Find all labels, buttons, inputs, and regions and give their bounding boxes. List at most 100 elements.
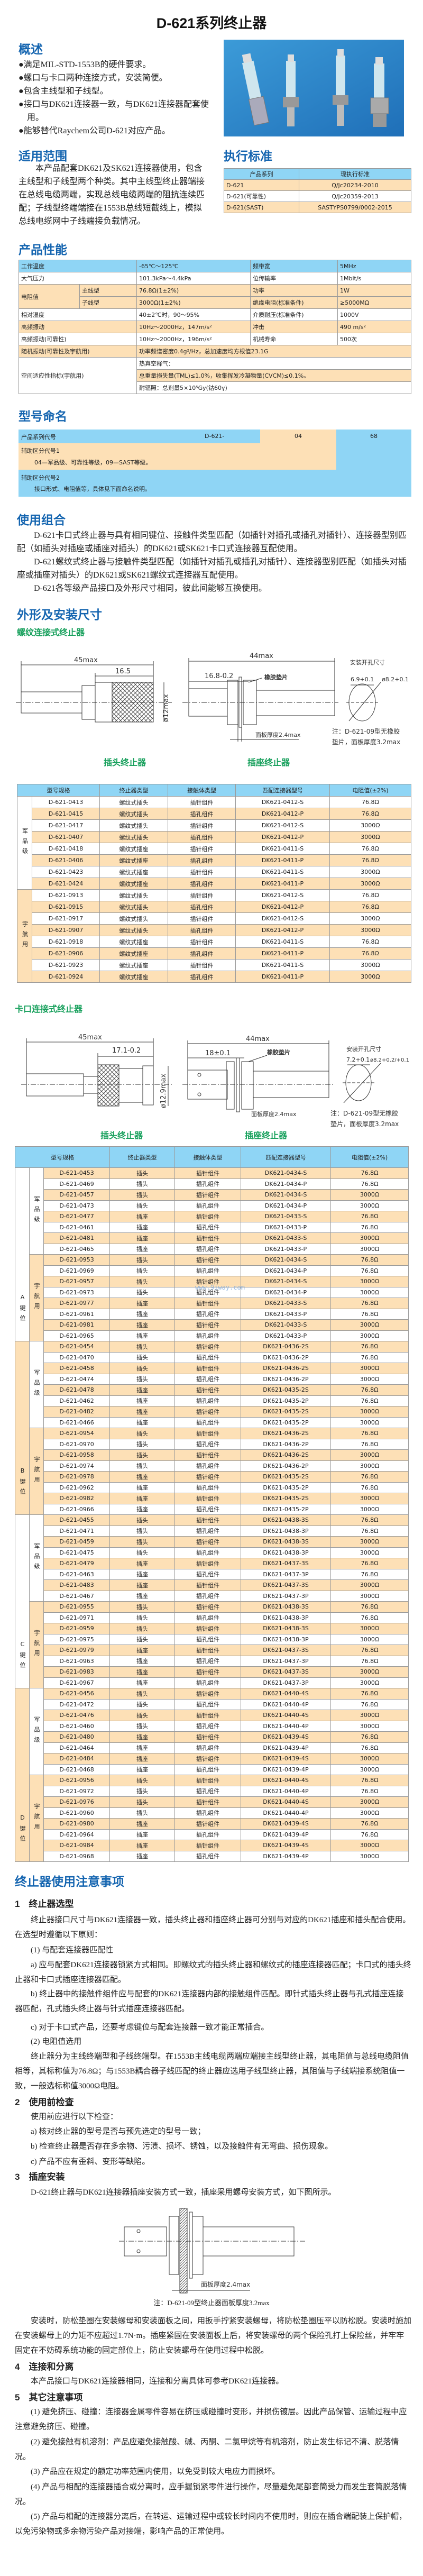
type-cell: 插头 [109, 1698, 176, 1710]
type-cell: 螺纹式插头 [99, 819, 168, 832]
model-cell: D-621-0478 [43, 1384, 111, 1396]
model-cell: D-621-0956 [43, 1775, 111, 1786]
type-cell: 螺纹式插头 [99, 808, 168, 820]
table-row: D-621-0474 插头 插孔组件 DK621-0436-2P 3000Ω [15, 1373, 409, 1385]
contact-cell: 插针组件 [174, 1601, 242, 1613]
model-cell: D-621-0976 [43, 1796, 111, 1808]
table-row: D-621-0418 螺纹式插座 插针组件 DK621-0411-S 76.8Ω [17, 843, 411, 855]
type-cell: 螺纹式插座 [99, 936, 168, 948]
bayonet-model-table: 型号规格 终止器类型 接触体类型 匹配连接器型号 电阻值(±2%) A键位 军品级 D-621… [14, 1146, 409, 1862]
model-cell: D-621-0979 [43, 1645, 111, 1656]
type-cell: 插座 [109, 1829, 176, 1840]
resistance-cell: 76.8Ω [330, 1438, 409, 1450]
aux2-desc: 接口形式、电阻值等，具体见下面命名说明。 [34, 486, 151, 492]
resistance-cell: 76.8Ω [329, 936, 411, 948]
table-row: D-621-0460 插头 插孔组件 DK621-0440-4P 3000Ω [15, 1720, 409, 1732]
resistance-cell: 3000Ω [329, 959, 411, 971]
model-cell: D-621-0468 [43, 1764, 111, 1775]
match-cell: DK621-0437-3P [241, 1590, 332, 1602]
param-value: 101.3kPa～4.4kPa [136, 272, 251, 285]
resistance-cell: 3000Ω [330, 1579, 409, 1591]
drawing-note: 注：D-621-09型无橡胶 [332, 727, 400, 735]
section-heading: 3 插座安装 [15, 2172, 65, 2182]
table-row: D-621-0963 插座 插孔组件 DK621-0437-3P 76.8Ω [15, 1655, 409, 1667]
resistance-cell: 3000Ω [330, 1406, 409, 1418]
model-cell: D-621-0471 [43, 1525, 111, 1537]
model-cell: D-621-0415 [32, 808, 100, 820]
drawing-note: 垫片，面板厚度3.2max [332, 738, 400, 746]
model-cell: D-621-0918 [32, 936, 100, 948]
match-cell: DK621-0412-P [235, 808, 330, 820]
model-cell: D-621-0965 [43, 1330, 111, 1341]
table-row: D-621-0971 插头 插孔组件 DK621-0438-3P 76.8Ω [15, 1612, 409, 1623]
match-cell: DK621-0438-3S [241, 1623, 332, 1634]
resistance-cell: 76.8Ω [329, 901, 411, 913]
table-row: D-621-0980 插座 插针组件 DK621-0439-4S 76.8Ω [15, 1818, 409, 1830]
contact-cell: 插孔组件 [174, 1200, 242, 1211]
contact-cell: 插孔组件 [174, 1286, 242, 1298]
table-row: D-621-0472 插头 插孔组件 DK621-0440-4P 76.8Ω [15, 1698, 409, 1710]
key-cell: C键位 [15, 1514, 30, 1688]
match-cell: DK621-0437-3P [241, 1677, 332, 1688]
contact-cell: 插孔组件 [174, 1243, 242, 1255]
model-cell: D-621-0978 [43, 1471, 111, 1483]
table-row: D-621-0481 插座 插针组件 DK621-0433-S 3000Ω [15, 1232, 409, 1244]
series-label: 产品系列代号 [21, 434, 56, 441]
contact-cell: 插孔组件 [174, 1330, 242, 1341]
contact-cell: 插孔组件 [174, 1503, 242, 1515]
param-value: ≥5000MΩ [337, 296, 411, 309]
section-heading: 1 终止器选型 [15, 1899, 74, 1909]
type-cell: 插头 [109, 1785, 176, 1797]
match-cell: DK621-0433-S [241, 1298, 332, 1309]
resistance-cell: 3000Ω [330, 1286, 409, 1298]
resistance-cell: 76.8Ω [330, 1785, 409, 1797]
match-cell: DK621-0433-S [241, 1232, 332, 1244]
table-row: D-621-0478 插座 插针组件 DK621-0435-2S 76.8Ω [15, 1384, 409, 1396]
type-cell: 插座 [109, 1558, 176, 1569]
type-cell: 螺纹式插头 [99, 889, 168, 901]
resistance-cell: 76.8Ω [330, 1308, 409, 1320]
paragraph: a) 应与配套DK621连接器锁紧方式相同。即螺纹式的插头终止器和螺纹式的插座连… [15, 1961, 411, 1984]
contact-cell: 插针组件 [168, 796, 236, 808]
table-row: D-621-0973 插头 插孔组件 DK621-0434-P 3000Ω [15, 1286, 409, 1298]
type-cell: 螺纹式插头 [99, 796, 168, 808]
resistance-cell: 3000Ω [330, 1373, 409, 1385]
drawing-note: 垫片，面板厚度3.2max [330, 1120, 399, 1128]
series-cell: D-621(SAST) [224, 202, 299, 213]
grade-label: 军品级 [33, 1716, 40, 1747]
dim-label: ø12max [162, 694, 170, 722]
match-cell: DK621-0437-3S [241, 1558, 332, 1569]
model-cell: D-621-0456 [43, 1688, 111, 1700]
param-label: 介质耐压(标准条件) [250, 308, 338, 321]
model-cell: D-621-0482 [43, 1406, 111, 1418]
key-label: D键位 [19, 1814, 26, 1846]
paragraph: (1) 与配套连接器匹配性 [31, 1946, 114, 1954]
table-row: D-621-0423 螺纹式插座 插针组件 DK621-0411-S 3000Ω [17, 866, 411, 878]
resistance-cell: 3000Ω [330, 1677, 409, 1688]
match-cell: DK621-0433-P [241, 1308, 332, 1320]
dim-label: 16.8-0.2 [205, 672, 233, 680]
model-cell: D-621-0975 [43, 1633, 111, 1645]
type-cell: 插座 [109, 1568, 176, 1580]
paragraph: D-621各等级产品接口及外形尺寸相同，彼此间能够互换使用。 [34, 584, 267, 593]
header-cell: 接触体类型 [174, 1146, 242, 1168]
plug-caption: 插头终止器 [100, 1131, 143, 1140]
match-cell: DK621-0435-2P [241, 1417, 332, 1428]
table-row: D-621-0969 插头 插孔组件 DK621-0434-P 76.8Ω [15, 1265, 409, 1276]
resistance-cell: 3000Ω [330, 1363, 409, 1374]
match-cell: DK621-0438-3P [241, 1525, 332, 1537]
type-cell: 插头 [109, 1536, 176, 1548]
match-cell: DK621-0435-2S [241, 1493, 332, 1504]
dim-label: 6.9+0.1 [351, 676, 374, 683]
type-cell: 插头 [109, 1612, 176, 1623]
match-cell: DK621-0433-S [241, 1211, 332, 1222]
type-cell: 插座 [109, 1395, 176, 1406]
resistance-cell: 76.8Ω [329, 808, 411, 820]
type-cell: 插座 [109, 1850, 176, 1862]
table-row: D-621-0459 插头 插针组件 DK621-0438-3S 3000Ω [15, 1536, 409, 1548]
grade-label: 军品级 [33, 1369, 40, 1400]
resistance-cell: 76.8Ω [330, 1514, 409, 1526]
type-cell: 插座 [109, 1818, 176, 1830]
type-cell: 插头 [109, 1710, 176, 1721]
match-cell: DK621-0438-3P [241, 1547, 332, 1558]
